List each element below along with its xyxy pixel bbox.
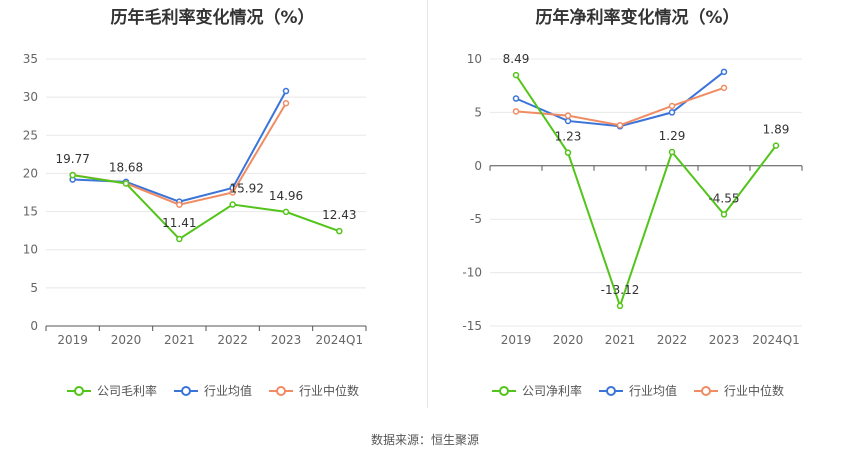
data-point[interactable] — [282, 99, 290, 107]
y-tick-label: 0 — [474, 159, 482, 173]
y-tick-label: 35 — [23, 52, 38, 66]
x-tick-label: 2024Q1 — [316, 333, 364, 347]
panel-divider — [427, 0, 428, 408]
data-point[interactable] — [616, 121, 624, 129]
x-tick-label: 2019 — [57, 333, 88, 347]
data-point[interactable] — [122, 180, 130, 187]
legend-line-icon — [694, 385, 718, 396]
y-tick-label: 30 — [23, 90, 38, 104]
series-line — [72, 174, 340, 241]
data-label: -13.12 — [601, 283, 640, 297]
legend-line-icon — [66, 385, 91, 396]
gross-margin-chart: 历年毛利率变化情况（%） 0 5 10 15 20 25 30 35 2019 2020 2021 2… — [0, 0, 425, 420]
net-margin-chart: 历年净利率变化情况（%） -15 -10 -5 0 5 10 2019 2020 2021 202… — [425, 0, 850, 420]
data-label: 1.89 — [763, 123, 790, 137]
data-point[interactable] — [282, 87, 290, 95]
y-tick-label: 0 — [30, 319, 38, 333]
x-tick-label: 2023 — [271, 333, 302, 347]
data-point[interactable] — [616, 302, 624, 310]
y-tick-label: 25 — [23, 128, 38, 142]
legend-line-icon — [598, 385, 623, 396]
data-label: 19.77 — [55, 152, 89, 166]
legend: 公司净利率 行业均值 行业中位数 — [425, 382, 850, 399]
legend-label: 公司毛利率 — [96, 384, 157, 398]
y-tick-label: 15 — [23, 205, 38, 219]
data-label: 1.23 — [555, 130, 582, 144]
data-point[interactable] — [512, 95, 520, 102]
y-tick-label: 5 — [30, 281, 38, 295]
x-tick-label: 2020 — [553, 333, 584, 347]
chart-title: 历年毛利率变化情况（%） — [110, 8, 315, 28]
x-tick-label: 2020 — [111, 333, 142, 347]
data-point[interactable] — [512, 108, 520, 115]
net-margin-plot: -15 -10 -5 0 5 10 2019 2020 2021 2022 2023 2024Q1 8.… — [462, 52, 803, 347]
legend-item[interactable]: 公司净利率 — [491, 382, 582, 399]
series-line — [515, 86, 725, 127]
legend-label: 行业均值 — [628, 384, 677, 398]
legend-label: 行业中位数 — [724, 384, 785, 398]
data-label: 18.68 — [109, 160, 143, 174]
legend-line-icon — [173, 385, 198, 396]
data-label: 1.29 — [659, 129, 686, 143]
data-point[interactable] — [564, 112, 572, 119]
data-point[interactable] — [720, 84, 728, 92]
data-label: -4.55 — [708, 191, 739, 205]
y-tick-label: 5 — [474, 105, 482, 119]
data-label: 14.96 — [269, 189, 303, 203]
legend-item[interactable]: 行业中位数 — [693, 382, 784, 399]
data-label: 12.43 — [322, 208, 356, 222]
y-tick-label: 20 — [23, 166, 38, 180]
data-point[interactable] — [720, 68, 728, 76]
legend-item[interactable]: 行业均值 — [173, 382, 252, 399]
data-label: 8.49 — [503, 52, 530, 66]
y-tick-label: -5 — [470, 212, 482, 226]
y-tick-label: -10 — [462, 266, 482, 280]
y-tick-label: 10 — [23, 243, 38, 257]
data-point[interactable] — [668, 148, 676, 156]
legend-line-icon — [491, 385, 516, 396]
legend-label: 行业均值 — [203, 384, 252, 398]
x-tick-label: 2024Q1 — [752, 333, 800, 347]
data-source-note: 数据来源：恒生聚源 — [370, 433, 479, 447]
data-point[interactable] — [668, 102, 676, 110]
data-point[interactable] — [69, 171, 76, 179]
legend-line-icon — [269, 385, 293, 396]
data-point[interactable] — [772, 142, 780, 149]
y-tick-label: 10 — [467, 52, 482, 66]
x-tick-label: 2022 — [217, 333, 248, 347]
data-point[interactable] — [564, 117, 572, 125]
x-tick-label: 2019 — [501, 333, 532, 347]
data-label: 11.41 — [162, 216, 196, 230]
legend: 公司毛利率 行业均值 行业中位数 — [0, 382, 425, 399]
data-point[interactable] — [512, 71, 520, 79]
legend-item[interactable]: 行业均值 — [598, 382, 677, 399]
legend-label: 行业中位数 — [299, 384, 360, 398]
data-label: 15.92 — [229, 182, 263, 196]
data-point[interactable] — [668, 109, 676, 116]
legend-item[interactable]: 行业中位数 — [268, 382, 359, 399]
data-point[interactable] — [282, 208, 290, 216]
data-point[interactable] — [176, 235, 183, 243]
data-point[interactable] — [336, 227, 343, 235]
data-point[interactable] — [229, 201, 236, 208]
gross-margin-plot: 0 5 10 15 20 25 30 35 2019 2020 2021 2022 2023 2024Q1… — [23, 52, 367, 347]
chart-title: 历年净利率变化情况（%） — [535, 8, 740, 28]
data-point[interactable] — [720, 211, 728, 218]
legend-label: 公司净利率 — [521, 384, 582, 398]
data-point[interactable] — [176, 201, 183, 208]
x-tick-label: 2021 — [164, 333, 195, 347]
data-point[interactable] — [229, 189, 236, 196]
series-line — [515, 74, 777, 310]
x-tick-label: 2023 — [709, 333, 740, 347]
legend-item[interactable]: 公司毛利率 — [66, 382, 157, 399]
x-tick-label: 2021 — [605, 333, 636, 347]
data-point[interactable] — [564, 149, 572, 156]
x-tick-label: 2022 — [657, 333, 688, 347]
y-tick-label: -15 — [462, 319, 482, 333]
